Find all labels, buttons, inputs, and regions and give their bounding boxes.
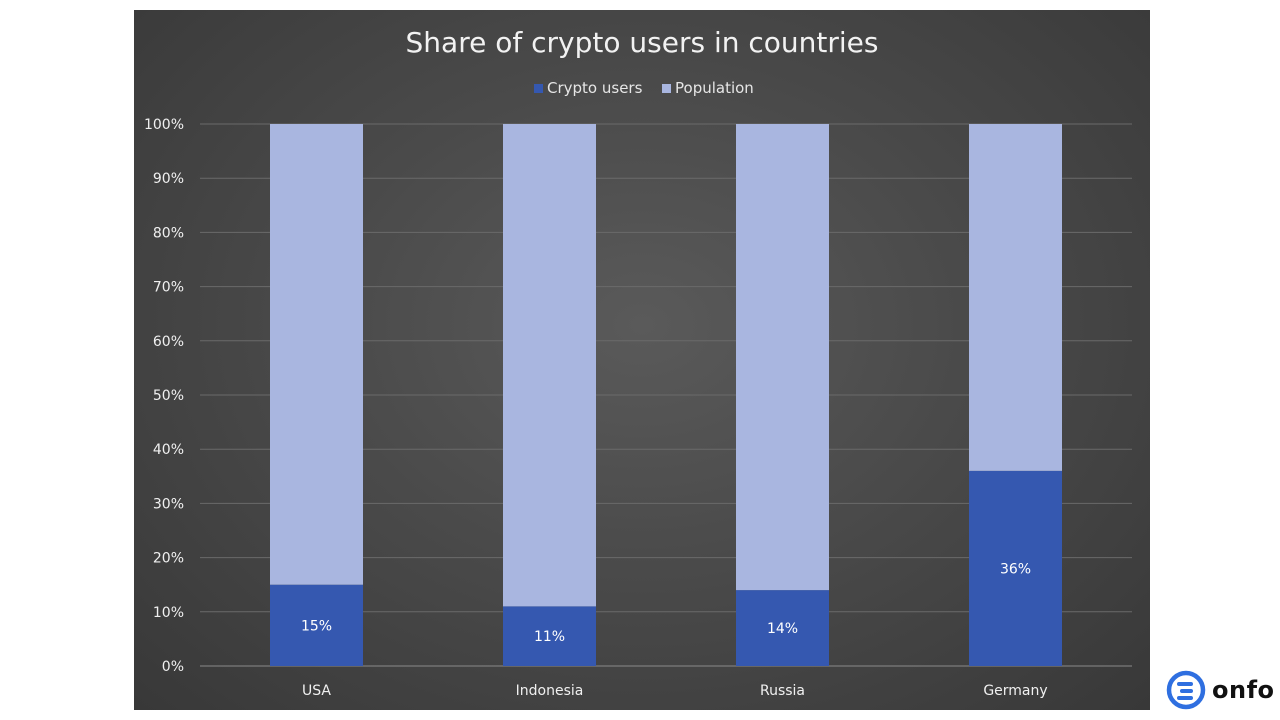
bar-segment-crypto-users — [736, 590, 829, 666]
bar-segment-crypto-users — [969, 470, 1062, 666]
legend-swatch — [662, 84, 671, 93]
bars: 15% 11% 14% 36% — [270, 124, 1062, 666]
y-tick-label: 50% — [153, 388, 184, 404]
y-tick-label: 90% — [153, 171, 184, 187]
x-axis-labels: USA Indonesia Russia Germany — [302, 683, 1048, 699]
logo-text: onfo — [1212, 676, 1275, 704]
chart-panel: Share of crypto users in countries Crypt… — [134, 10, 1150, 710]
data-label: 36% — [1000, 561, 1031, 577]
y-tick-label: 30% — [153, 496, 184, 512]
bar-segment-population — [969, 124, 1062, 471]
bar-segment-crypto-users — [270, 584, 363, 666]
onfo-logo-icon — [1166, 670, 1206, 710]
chart-title: Share of crypto users in countries — [406, 26, 879, 59]
legend-swatch — [534, 84, 543, 93]
x-tick-label: Germany — [983, 683, 1047, 699]
legend-label: Population — [675, 79, 754, 97]
y-tick-label: 20% — [153, 551, 184, 567]
legend-label: Crypto users — [547, 79, 643, 97]
x-tick-label: Russia — [760, 683, 805, 699]
stacked-bar-chart: Share of crypto users in countries Crypt… — [144, 26, 1132, 699]
bar-segment-population — [503, 124, 596, 607]
bar-segment-population — [736, 124, 829, 591]
y-tick-label: 80% — [153, 225, 184, 241]
y-tick-label: 40% — [153, 442, 184, 458]
y-tick-label: 0% — [162, 659, 184, 675]
y-axis-ticks: 0% 10% 20% 30% 40% 50% 60% 70% 80% 90% 100% — [144, 117, 184, 675]
y-tick-label: 70% — [153, 280, 184, 296]
bar-segment-population — [270, 124, 363, 585]
y-tick-label: 60% — [153, 334, 184, 350]
legend: Crypto users Population — [534, 79, 754, 97]
data-label: 11% — [534, 629, 565, 645]
x-tick-label: Indonesia — [516, 683, 584, 699]
y-tick-label: 10% — [153, 605, 184, 621]
y-tick-label: 100% — [144, 117, 184, 133]
data-label: 15% — [301, 618, 332, 634]
data-label: 14% — [767, 621, 798, 637]
onfo-logo: onfo — [1166, 668, 1278, 712]
x-tick-label: USA — [302, 683, 331, 699]
bar-segment-crypto-users — [503, 606, 596, 666]
